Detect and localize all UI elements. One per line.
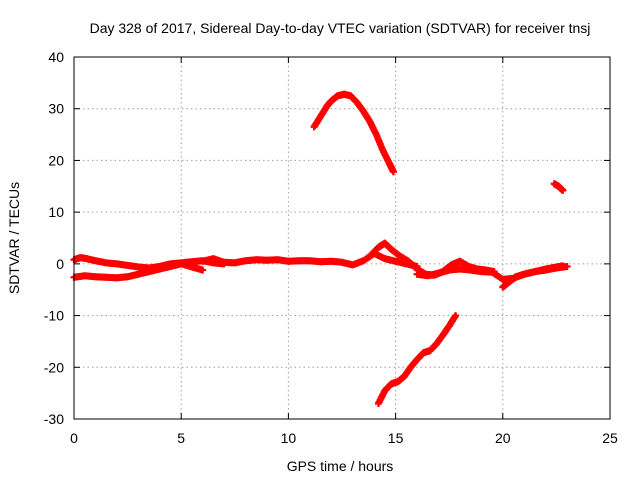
data-point: [559, 262, 567, 270]
data-point: [199, 266, 207, 274]
data-point: [389, 168, 397, 176]
y-tick-labels: -30 -20 -10 0 10 20 30 40: [44, 49, 64, 427]
x-tick-label: 25: [602, 430, 618, 446]
y-tick-label: -30: [44, 411, 64, 427]
data-point: [559, 186, 567, 194]
y-tick-label: -20: [44, 359, 64, 375]
x-tick-label: 5: [177, 430, 185, 446]
y-tick-label: 10: [48, 204, 64, 220]
y-tick-label: -10: [44, 308, 64, 324]
y-tick-label: 40: [48, 49, 64, 65]
x-tick-label: 20: [495, 430, 511, 446]
axis-ticks: [73, 56, 611, 420]
x-tick-label: 10: [281, 430, 297, 446]
series-track-f: [499, 262, 567, 291]
x-axis-label: GPS time / hours: [287, 458, 394, 474]
y-tick-label: 30: [48, 101, 64, 117]
series-arc-lower: [374, 312, 460, 407]
x-tick-label: 0: [70, 430, 78, 446]
series-track-c: [199, 250, 421, 270]
data-series: [70, 90, 571, 407]
data-point: [452, 312, 460, 320]
series-short-segment: [550, 180, 567, 194]
y-tick-label: 20: [48, 152, 64, 168]
series-arc-upper: [310, 90, 397, 176]
x-tick-label: 15: [388, 430, 404, 446]
y-tick-label: 0: [56, 256, 64, 272]
y-axis-label: SDTVAR / TECUs: [6, 182, 22, 294]
x-tick-labels: 0 5 10 15 20 25: [70, 430, 618, 446]
plot-frame: [73, 56, 611, 420]
grid: [74, 57, 610, 419]
chart-title: Day 328 of 2017, Sidereal Day-to-day VTE…: [90, 20, 591, 36]
